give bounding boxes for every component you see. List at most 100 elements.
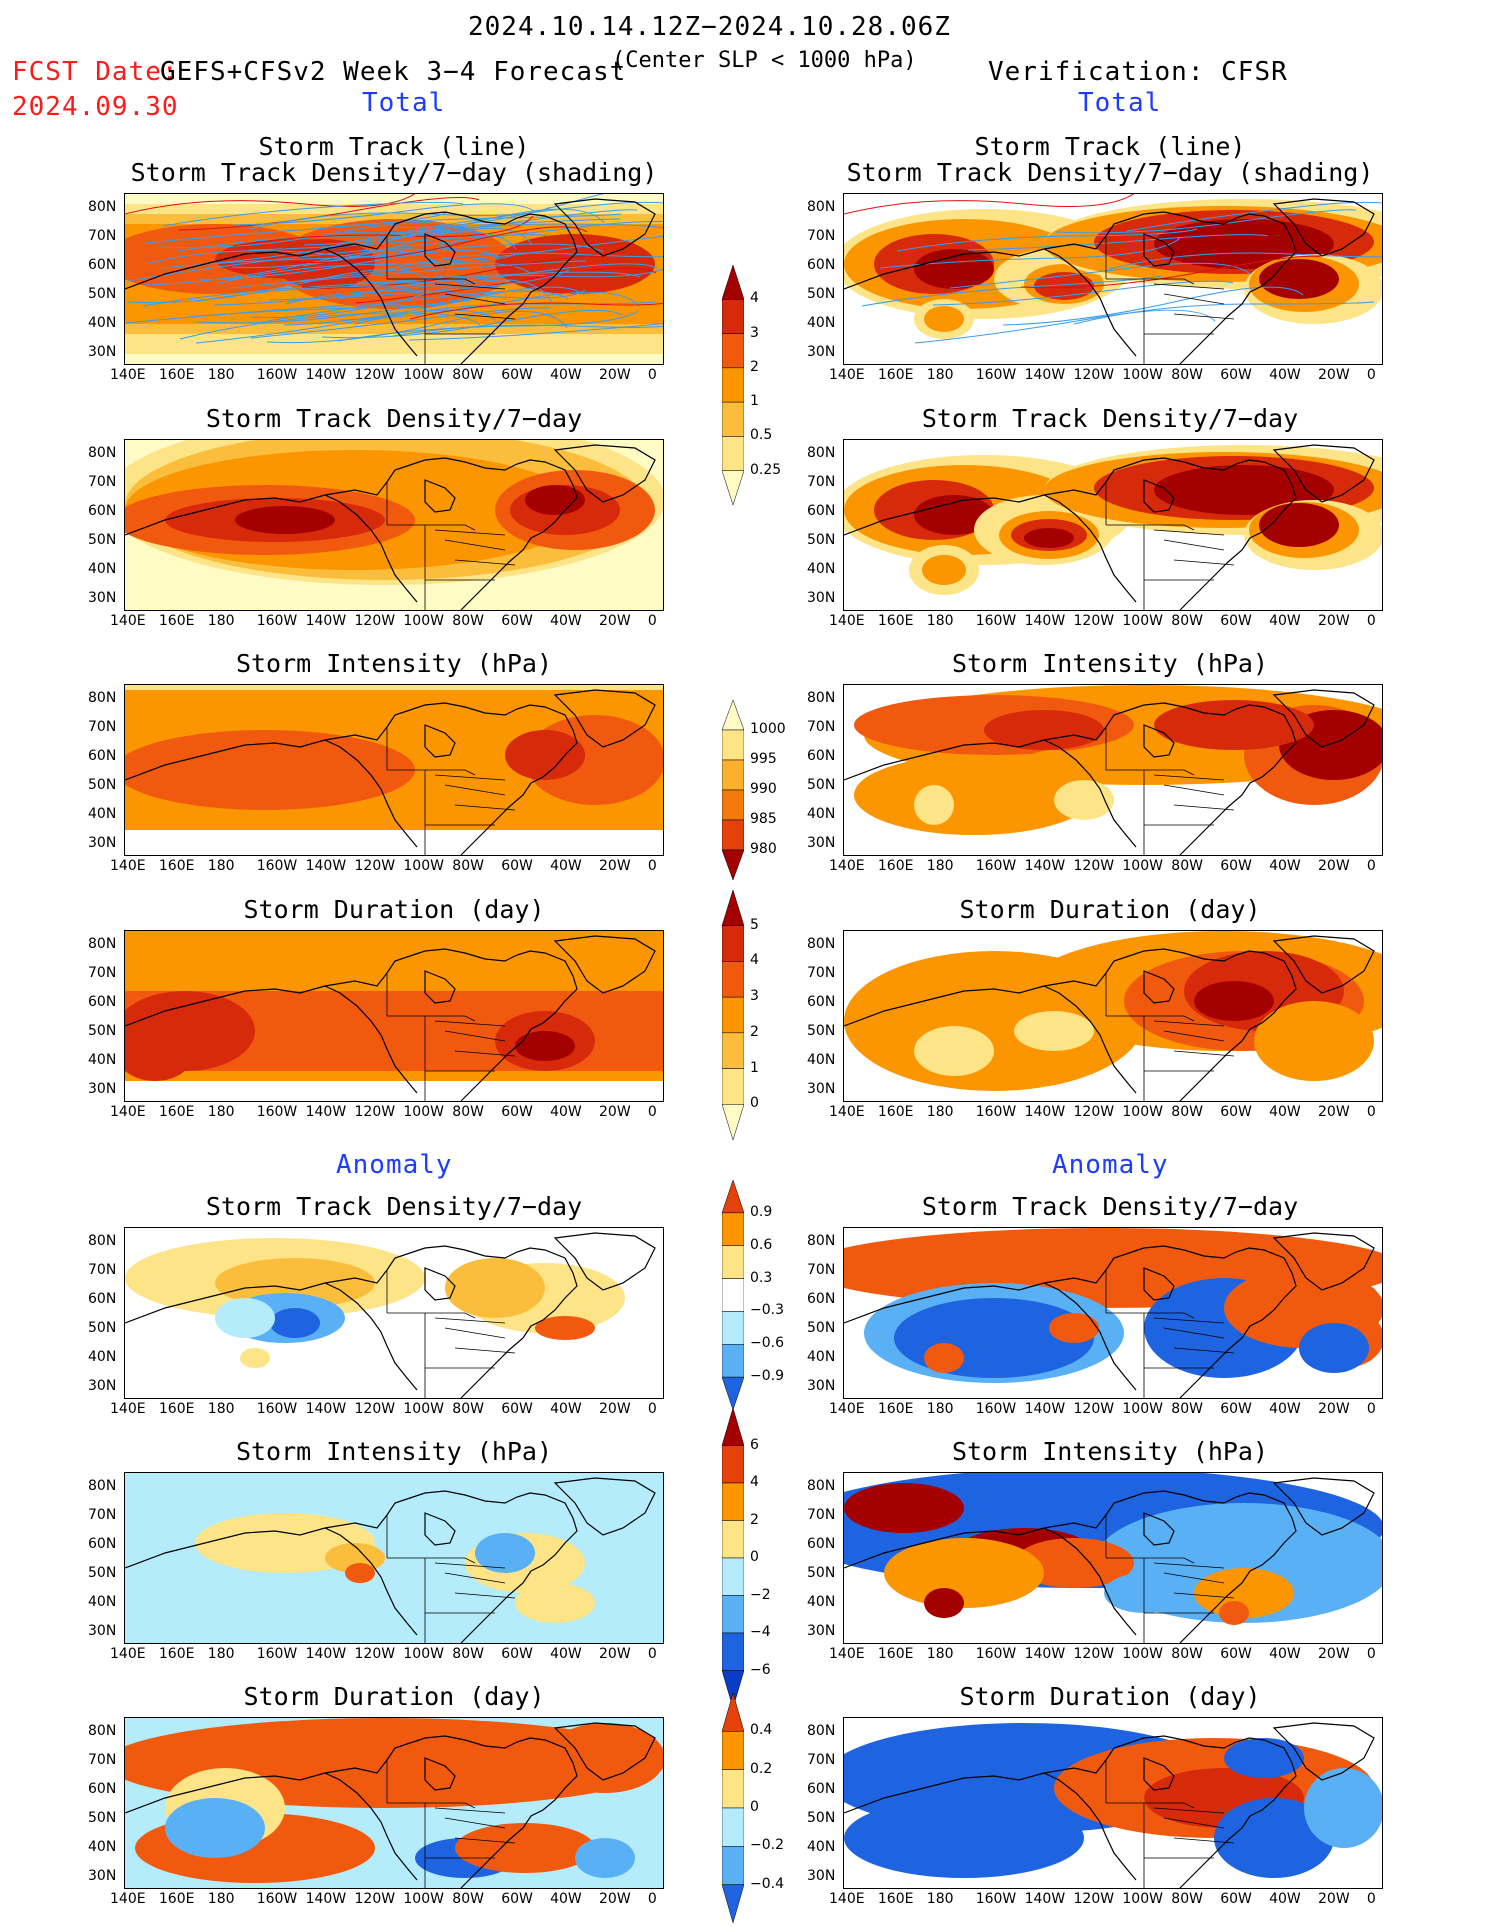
colorbar-swatch [721,1445,745,1484]
colorbar-swatch [721,333,745,369]
colorbar-swatch [721,1670,745,1709]
lon-tick-label: 140W [1024,367,1066,383]
lon-tick-label: 20W [599,1891,631,1907]
lon-tick-label: 0 [647,1401,657,1417]
storm-track-line [879,237,1181,269]
colorbar-swatch [721,1482,745,1521]
colorbar-swatch [721,699,745,731]
lon-tick-label: 60W [1220,1891,1252,1907]
lat-tick-label: 60N [807,1291,836,1307]
storm-track-line [390,220,663,249]
map-panel-danom_obs-observed [843,1227,1383,1399]
lon-tick-label: 180 [207,613,235,629]
colorbar-label: −0.9 [750,1368,784,1385]
lat-tick-label: 50N [807,532,836,548]
lon-tick-label: 60W [1220,1401,1252,1417]
shaded-field [914,495,994,535]
storm-track-line [354,301,656,325]
lon-tick-label: 120W [354,613,396,629]
lon-tick-label: 80W [452,1891,484,1907]
state-borders [1105,727,1235,855]
colorbar-label: 1 [750,1059,759,1076]
lon-tick-label: 20W [1318,613,1350,629]
lon-tick-label: 160W [975,858,1017,874]
colorbar-label: 5 [750,916,759,933]
lon-tick-label: 140E [110,1104,146,1120]
colorbar-intensity [721,699,745,881]
shaded-field [1299,1323,1369,1373]
colorbar-label: 0.25 [750,461,782,478]
lat-tick-label: 70N [88,1507,117,1523]
colorbar-label: 0.6 [750,1236,773,1253]
lat-tick-label: 80N [807,1478,836,1494]
shaded-field [575,1838,635,1878]
coastline [844,198,1375,364]
lon-tick-label: 140E [829,613,865,629]
lat-tick-label: 50N [88,286,117,302]
lat-tick-label: 50N [807,1023,836,1039]
lon-tick-label: 160W [975,1401,1017,1417]
title-duration-left: Storm Duration (day) [243,895,545,924]
shaded-field [1154,700,1314,750]
lon-tick-label: 140W [305,1104,347,1120]
lon-tick-label: 80W [452,367,484,383]
verification-label: Verification: CFSR [988,57,1288,87]
storm-track-line [233,203,535,226]
lat-tick-label: 40N [88,806,117,822]
lon-tick-label: 120W [354,1104,396,1120]
lon-tick-label: 100W [1122,858,1163,874]
lat-tick-label: 50N [88,777,117,793]
lon-tick-label: 120W [1073,1891,1115,1907]
lon-tick-label: 160E [877,613,914,629]
lon-tick-label: 20W [1318,1891,1350,1907]
title-intensity-anom-right: Storm Intensity (hPa) [951,1437,1269,1466]
colorbar-swatch [721,789,745,821]
coastline [125,1232,656,1398]
lon-tick-label: 140E [110,367,146,383]
lon-tick-label: 80W [1171,1646,1203,1662]
lon-tick-label: 0 [647,858,657,874]
shaded-field [125,730,415,810]
lon-tick-label: 140E [829,367,865,383]
colorbar-label: −4 [750,1624,771,1640]
storm-track-line [1002,286,1304,326]
lon-tick-label: 100W [403,1401,444,1417]
colorbar-label: −0.6 [750,1335,784,1352]
lat-tick-label: 40N [88,1594,117,1610]
storm-track-line [179,312,481,340]
lon-tick-label: 160W [256,1104,298,1120]
shaded-field [1219,1601,1249,1625]
lon-tick-label: 40W [550,1401,582,1417]
lon-tick-label: 120W [354,1401,396,1417]
lon-tick-label: 140E [110,1401,146,1417]
lon-tick-label: 140E [829,1401,865,1417]
lat-tick-label: 50N [807,1320,836,1336]
storm-track-line [125,304,427,324]
lon-tick-label: 80W [452,1646,484,1662]
colorbar-swatch [721,849,745,881]
lat-tick-label: 30N [807,1378,836,1394]
colorbar-label: 985 [750,811,777,827]
lon-tick-label: 20W [599,613,631,629]
state-borders [386,1270,516,1398]
colorbar-swatch [721,1557,745,1596]
colorbar-label: −0.4 [750,1875,784,1892]
lon-tick-label: 40W [1269,1646,1301,1662]
shaded-field [525,485,585,515]
colorbar-swatch [721,1245,745,1279]
lon-tick-label: 60W [1220,613,1252,629]
shaded-field [844,1483,964,1533]
shaded-field [1224,1738,1304,1778]
storm-track-line [251,279,553,318]
lat-tick-label: 40N [807,1839,836,1855]
lat-tick-label: 70N [88,719,117,735]
lon-tick-label: 100W [403,1646,444,1662]
lat-tick-label: 70N [807,719,836,735]
lon-tick-label: 160W [975,1646,1017,1662]
shaded-field [515,1031,575,1061]
lon-tick-label: 40W [1269,1401,1301,1417]
colorbar-label: 6 [750,1436,759,1453]
lon-tick-label: 160W [256,613,298,629]
lon-tick-label: 20W [599,367,631,383]
lon-tick-label: 120W [1073,1401,1115,1417]
